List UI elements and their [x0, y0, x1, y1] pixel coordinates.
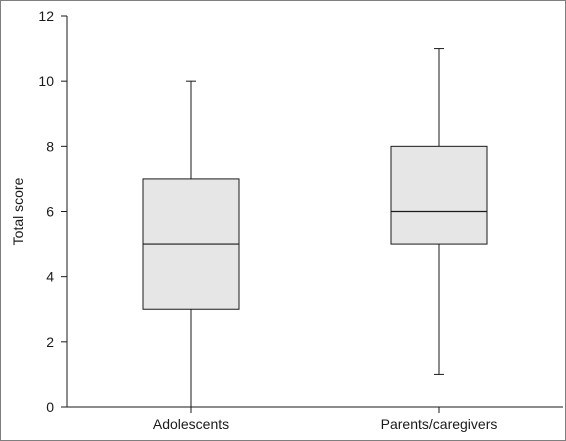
x-tick-label: Parents/caregivers	[381, 416, 498, 432]
iqr-box	[390, 145, 488, 245]
y-axis-title: Total score	[10, 177, 26, 245]
y-tick-label: 10	[38, 73, 54, 89]
y-tick-label: 8	[46, 138, 54, 154]
y-tick-label: 12	[38, 8, 54, 24]
y-tick-label: 0	[46, 399, 54, 415]
x-ticks: Adolescents Parents/caregivers	[153, 407, 498, 432]
y-tick-label: 2	[46, 334, 54, 350]
y-tick-label: 4	[46, 269, 54, 285]
y-tick-label: 6	[46, 204, 54, 220]
box-2	[390, 48, 488, 375]
y-ticks: 0 2 4 6 8 10 12	[38, 8, 67, 415]
box-1	[142, 80, 240, 408]
boxes	[142, 48, 488, 408]
axes	[66, 16, 563, 408]
x-tick-label: Adolescents	[153, 416, 229, 432]
